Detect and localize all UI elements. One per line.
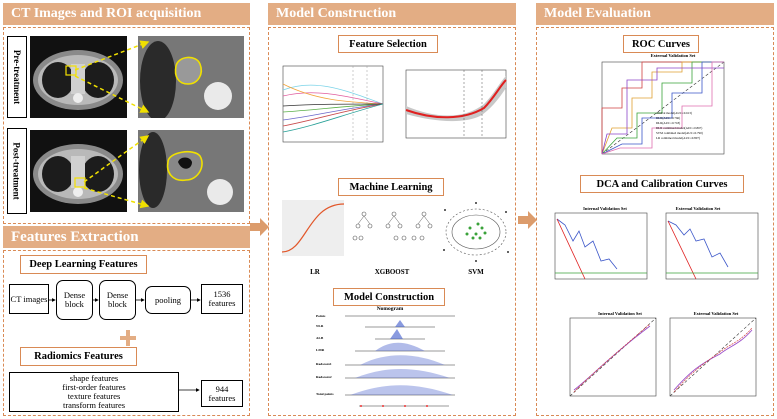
model-section-title: Model Construction xyxy=(276,6,397,21)
plus-icon xyxy=(120,330,136,346)
dl-step-pooling: pooling xyxy=(145,286,191,314)
nomogram-row-label: ALB xyxy=(316,336,324,340)
roc-legend-item: SVM combined model(AUC=0.790) xyxy=(656,131,703,135)
nomogram-row-label: LMR xyxy=(316,348,325,352)
classifier-xgboost: XGBOOST xyxy=(374,268,410,276)
post-ct-image xyxy=(33,144,123,204)
xgboost-trees-diagram xyxy=(352,211,433,241)
calibration-external-plot xyxy=(669,317,757,397)
nomogram-row-label: Points xyxy=(316,314,326,318)
radiomics-title: Radiomics Features xyxy=(20,347,137,366)
machine-learning-title: Machine Learning xyxy=(338,178,444,196)
pre-treatment-roi-crop xyxy=(138,36,244,118)
radiomics-type: first-order features xyxy=(62,382,126,393)
flow-arrow-1 xyxy=(250,218,269,236)
dca-external-plot xyxy=(665,212,759,280)
nomogram-plot xyxy=(345,315,455,407)
radiomics-types-box: shape features first-order features text… xyxy=(9,372,179,412)
roc-legend: clinical model(AUC=0.613) DLR(AUC=0.766)… xyxy=(656,111,720,141)
nomogram-row-label: Radscore1 xyxy=(316,362,332,366)
deep-learning-title: Deep Learning Features xyxy=(20,255,147,274)
radiomics-type: texture features xyxy=(67,391,121,401)
post-roi-image xyxy=(138,130,244,212)
post-treatment-label: Post-treatment xyxy=(7,128,27,214)
model-section-header: Model Construction xyxy=(268,3,516,25)
evaluation-section-header: Model Evaluation xyxy=(536,3,774,25)
nomogram-row-label: Total points xyxy=(316,392,334,396)
nomogram-row-label: NLR xyxy=(316,324,324,328)
pre-treatment-ct-scan xyxy=(30,36,127,118)
roi-arrows xyxy=(74,40,150,209)
calibration-internal-plot xyxy=(569,317,657,397)
roc-plot xyxy=(601,61,725,155)
ct-section-title: CT Images and ROI acquisition xyxy=(11,6,202,21)
radiomics-type: transform features xyxy=(62,399,126,410)
dca-internal-title: Internal Validation Set xyxy=(583,206,627,211)
evaluation-section-title: Model Evaluation xyxy=(544,6,651,21)
pre-ct-image xyxy=(33,50,123,110)
roc-legend-item: DLR combined model(AUC=0.867) xyxy=(656,126,703,130)
dl-flow-arrows xyxy=(49,298,201,302)
roc-legend-item: clinical model(AUC=0.613) xyxy=(656,111,692,115)
features-section-header: Features Extraction xyxy=(3,226,250,248)
dca-external-title: External Validation Set xyxy=(675,206,721,211)
calibration-internal-title: Internal Validation Set xyxy=(598,311,642,316)
nomogram-title: Nomogram xyxy=(376,306,404,312)
features-section-panel xyxy=(3,250,250,416)
roc-legend-item: LR combined model(AUC=0.807) xyxy=(656,136,701,140)
lasso-cv-plot xyxy=(405,69,507,139)
evaluation-section-panel xyxy=(536,27,774,416)
ct-section-header: CT Images and ROI acquisition xyxy=(3,3,250,25)
nomogram-row-label: Radscore2 xyxy=(316,375,332,379)
dl-step-dense-block-1: Dense block xyxy=(56,280,93,320)
dl-step-dense-block-2: Dense block xyxy=(99,280,136,320)
lasso-coefficient-plot xyxy=(282,65,384,143)
pre-treatment-label: Pre-treatment xyxy=(7,36,27,118)
feature-selection-title: Feature Selection xyxy=(338,35,438,53)
roc-legend-item: DLR(AUC=0.766) xyxy=(656,116,681,120)
dca-internal-plot xyxy=(554,212,648,280)
roc-curves-title: ROC Curves xyxy=(623,35,699,53)
dca-calibration-title: DCA and Calibration Curves xyxy=(580,175,744,193)
features-section-title: Features Extraction xyxy=(11,228,139,245)
calibration-external-title: External Validation Set xyxy=(693,311,739,316)
dl-step-1536-features: 1536 features xyxy=(201,284,243,314)
pre-roi-image xyxy=(138,36,244,118)
radiomics-type: shape features xyxy=(69,373,119,384)
radiomics-arrow xyxy=(179,388,200,392)
radiomics-944-features: 944 features xyxy=(201,380,243,407)
flow-arrow-2 xyxy=(518,211,537,229)
classifier-lr: LR xyxy=(310,268,320,276)
dl-step-ct-images: CT images xyxy=(9,284,49,314)
logistic-curve-plot xyxy=(281,200,345,256)
model-section-panel xyxy=(268,27,516,416)
classifier-svm: SVM xyxy=(468,268,484,276)
post-treatment-roi-crop xyxy=(138,130,244,212)
roc-legend-item: DLR(AUC=0.718) xyxy=(656,121,681,125)
post-treatment-ct-scan xyxy=(30,130,127,212)
ct-section-panel xyxy=(3,27,250,224)
roc-plot-title: External Validation Set xyxy=(650,53,696,58)
model-construction-subtitle: Model Construction xyxy=(333,288,445,306)
svm-diagram xyxy=(443,202,509,262)
